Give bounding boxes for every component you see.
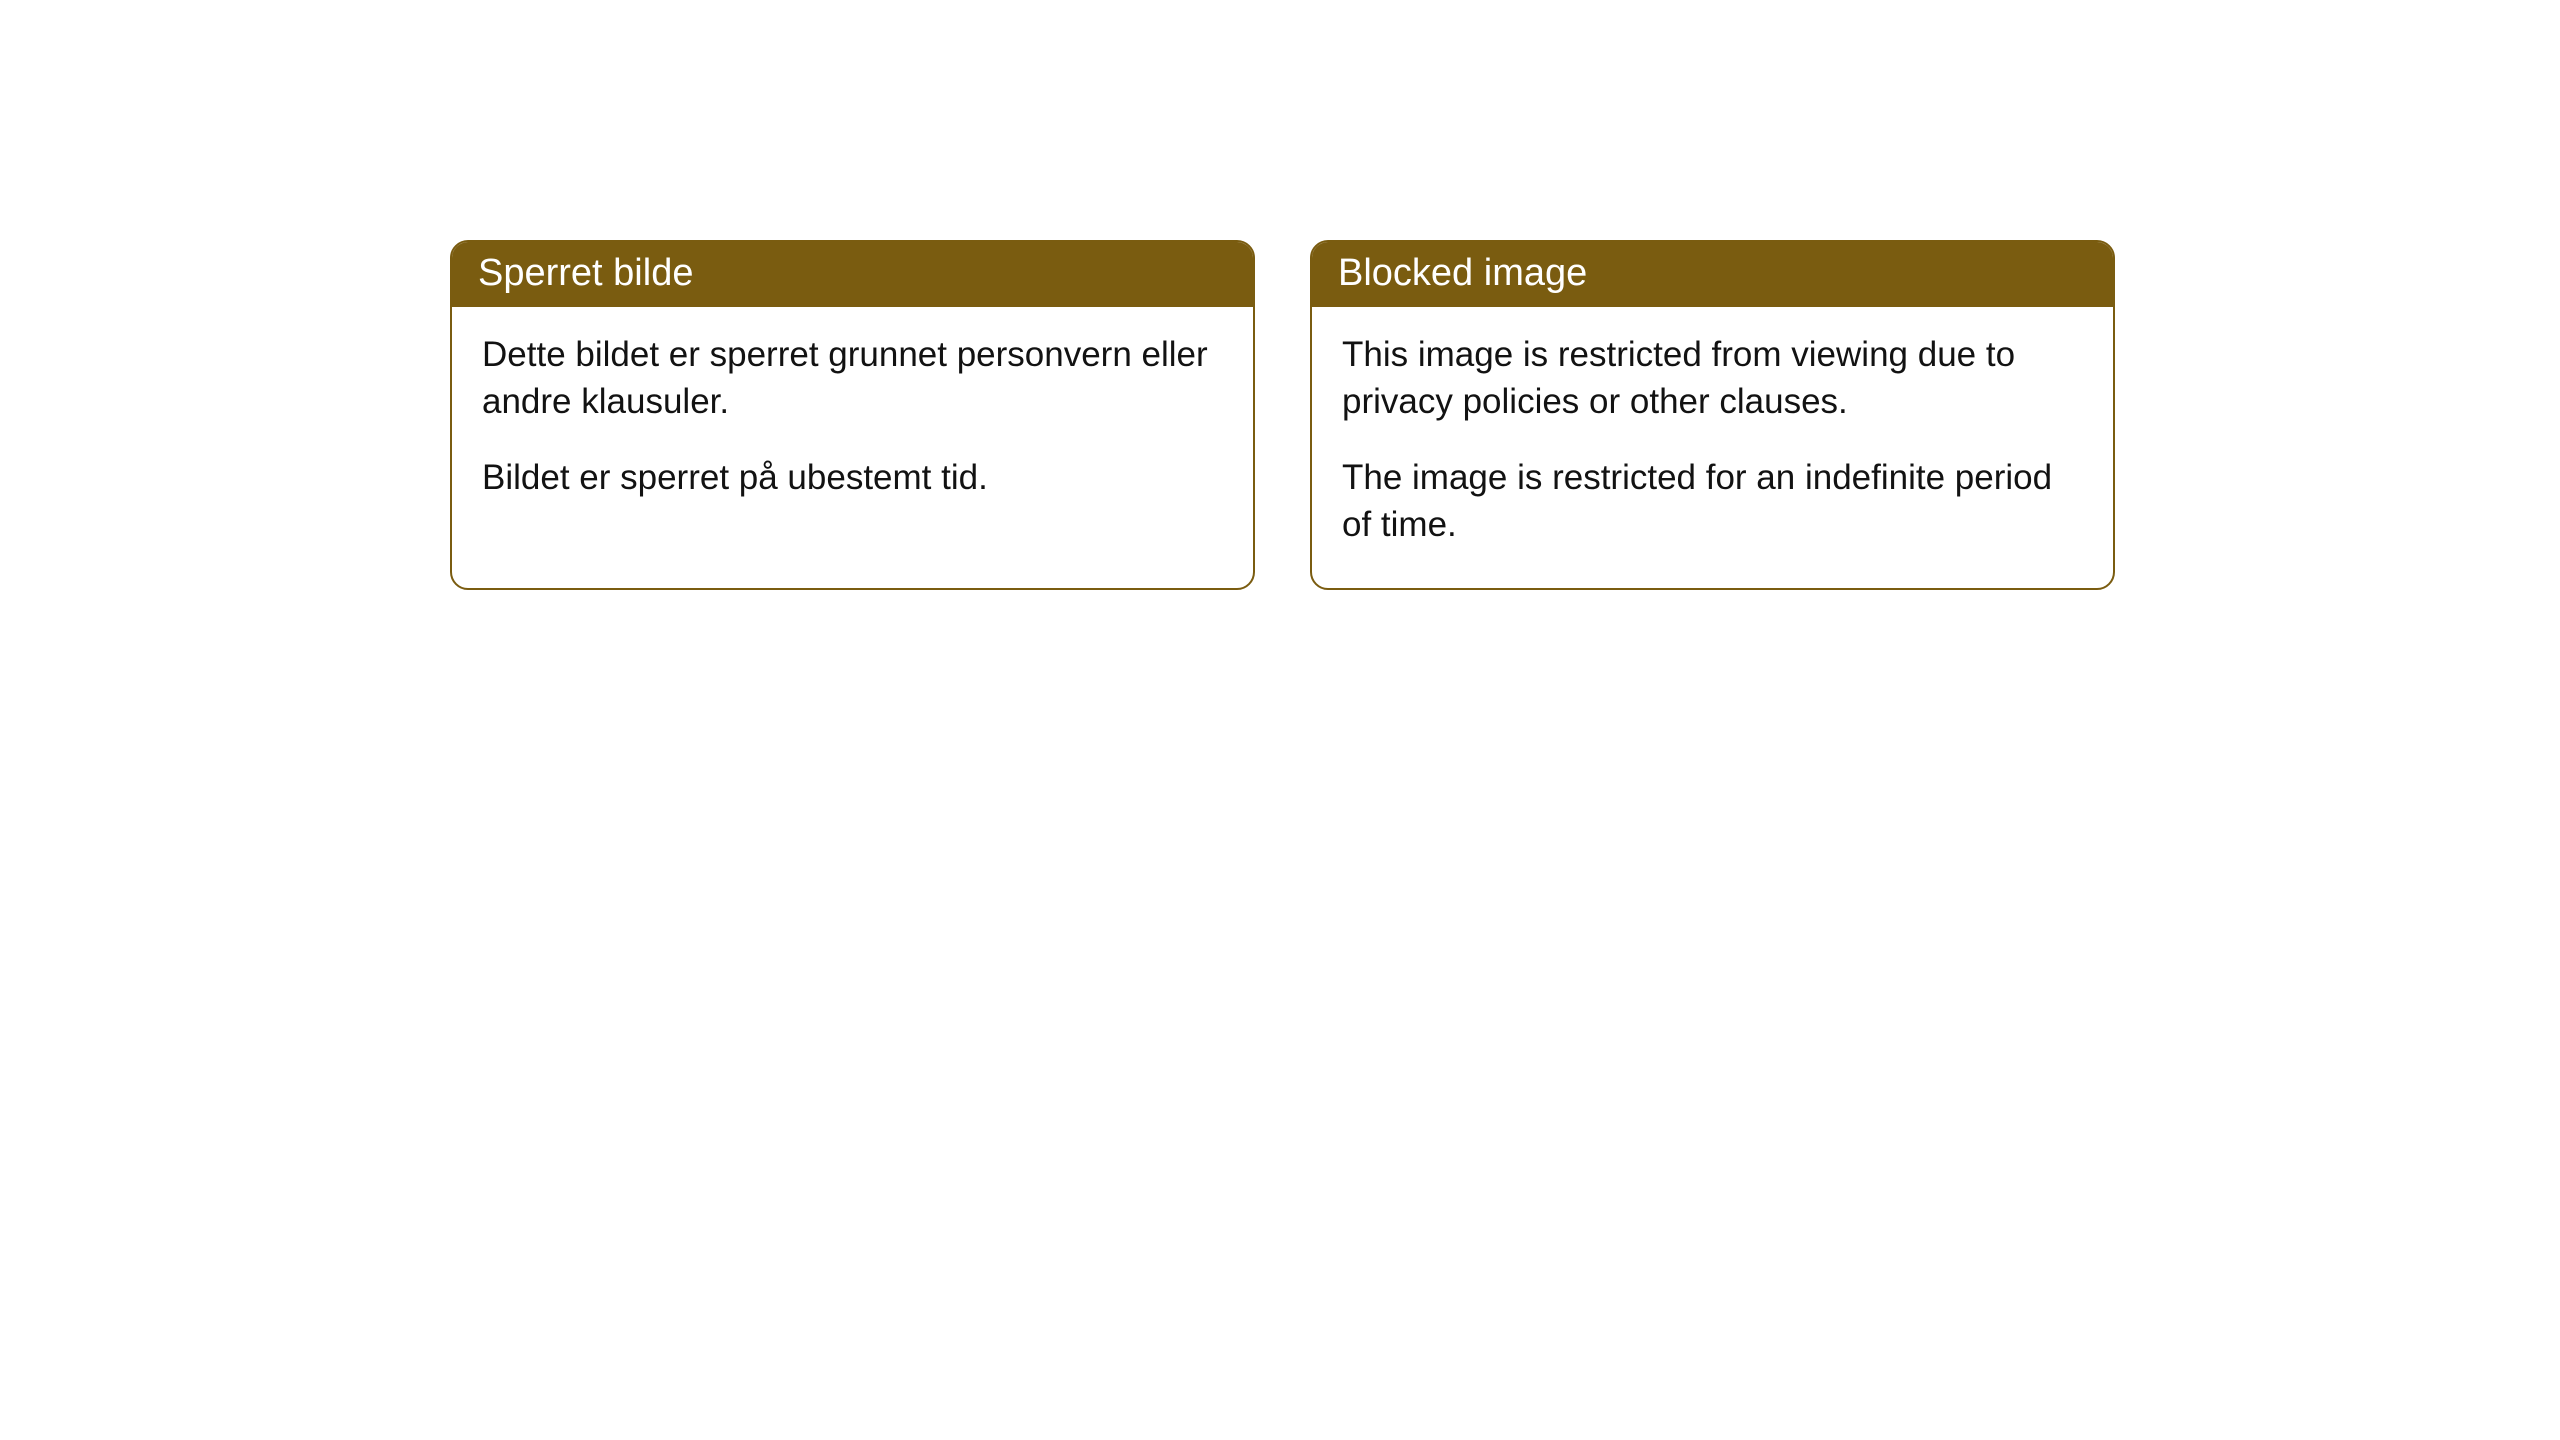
notice-container: Sperret bilde Dette bildet er sperret gr… (0, 0, 2560, 590)
card-paragraph: This image is restricted from viewing du… (1342, 331, 2083, 426)
notice-card-en: Blocked image This image is restricted f… (1310, 240, 2115, 590)
card-body-no: Dette bildet er sperret grunnet personve… (452, 307, 1253, 541)
card-paragraph: Bildet er sperret på ubestemt tid. (482, 454, 1223, 501)
card-body-en: This image is restricted from viewing du… (1312, 307, 2113, 588)
card-header-en: Blocked image (1312, 242, 2113, 307)
card-header-no: Sperret bilde (452, 242, 1253, 307)
notice-card-no: Sperret bilde Dette bildet er sperret gr… (450, 240, 1255, 590)
card-paragraph: The image is restricted for an indefinit… (1342, 454, 2083, 549)
card-paragraph: Dette bildet er sperret grunnet personve… (482, 331, 1223, 426)
